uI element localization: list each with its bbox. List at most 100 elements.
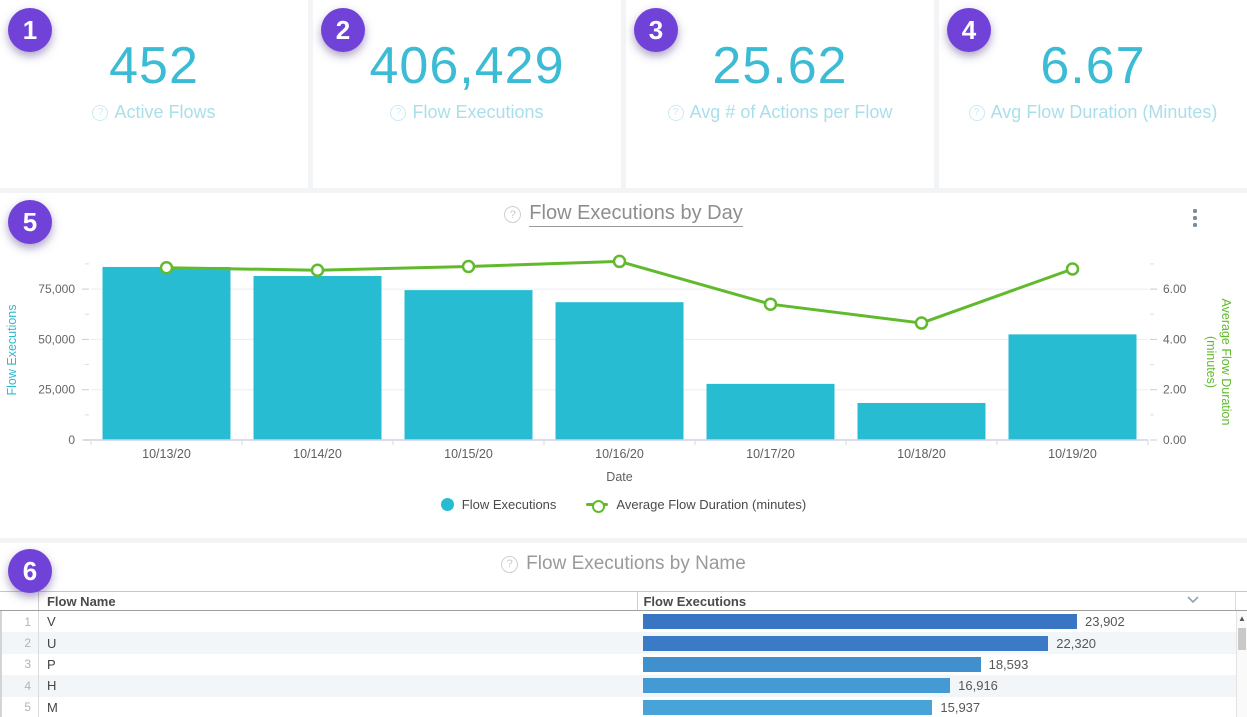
legend-item-avg-duration[interactable]: Average Flow Duration (minutes) <box>586 497 807 513</box>
line-circle-marker-icon <box>586 499 609 513</box>
svg-text:10/16/20: 10/16/20 <box>595 447 644 461</box>
kpi-card-flow-executions: 2 406,429 ? Flow Executions <box>313 0 621 188</box>
legend-label: Flow Executions <box>461 497 557 512</box>
row-index: 1 <box>2 611 39 633</box>
flow-name-cell: V <box>47 614 56 630</box>
help-icon[interactable]: ? <box>501 555 519 573</box>
kpi-card-avg-actions: 3 25.62 ? Avg # of Actions per Flow <box>626 0 934 188</box>
svg-text:6.00: 6.00 <box>1163 282 1187 296</box>
svg-text:25,000: 25,000 <box>38 383 75 397</box>
table-header: Flow Name Flow Executions <box>0 591 1247 611</box>
chevron-down-icon[interactable] <box>1186 595 1200 604</box>
flow-executions-bar[interactable] <box>643 614 1077 630</box>
flow-executions-by-name-card: 6 ? Flow Executions by Name Flow Name Fl… <box>0 543 1247 717</box>
kpi-label: Avg # of Actions per Flow <box>689 102 893 122</box>
scrollbar-thumb[interactable] <box>1238 628 1246 650</box>
flow-executions-value: 22,320 <box>1056 635 1097 651</box>
flow-executions-cell: 23,902 <box>638 614 1236 630</box>
help-icon[interactable]: ? <box>667 104 684 121</box>
row-index-column-header <box>0 592 39 610</box>
table-body: 1 V 23,902 2 U 22,320 3 P <box>0 611 1236 717</box>
svg-text:10/14/20: 10/14/20 <box>293 447 342 461</box>
table-row[interactable]: 4 H 16,916 <box>0 675 1236 697</box>
table-row[interactable]: 5 M 15,937 <box>0 696 1236 717</box>
flow-executions-bar[interactable] <box>643 656 981 672</box>
coach-mark-badge-5: 5 <box>8 200 52 244</box>
row-index: 5 <box>2 696 39 717</box>
flow-executions-by-day-chart[interactable]: 0 25,000 50,000 75,000 0.00 2.00 4.00 6.00 10/13… <box>0 240 1247 490</box>
table-title-row: ? Flow Executions by Name <box>0 553 1247 575</box>
svg-text:10/13/20: 10/13/20 <box>142 447 191 461</box>
kpi-card-active-flows: 1 452 ? Active Flows <box>0 0 308 188</box>
flow-executions-cell: 22,320 <box>638 635 1236 651</box>
svg-text:10/15/20: 10/15/20 <box>444 447 493 461</box>
chart-title-link[interactable]: Flow Executions by Day <box>529 202 743 227</box>
svg-text:0.00: 0.00 <box>1163 433 1187 447</box>
flow-executions-value: 18,593 <box>988 656 1029 672</box>
flow-executions-value: 23,902 <box>1085 614 1125 630</box>
legend-item-flow-executions[interactable]: Flow Executions <box>440 497 557 512</box>
kpi-card-avg-duration: 4 6.67 ? Avg Flow Duration (Minutes) <box>939 0 1247 188</box>
svg-text:Date: Date <box>606 470 632 484</box>
svg-text:Flow Executions: Flow Executions <box>5 304 19 395</box>
coach-mark-badge-3: 3 <box>634 8 678 52</box>
help-icon[interactable]: ? <box>92 104 109 121</box>
row-index: 4 <box>2 675 39 697</box>
kebab-menu-icon[interactable] <box>1190 206 1200 230</box>
flow-executions-bar[interactable] <box>643 635 1049 651</box>
kpi-label: Flow Executions <box>412 102 544 122</box>
table-title: Flow Executions by Name <box>526 553 746 574</box>
flow-executions-bar[interactable] <box>643 678 951 694</box>
coach-mark-badge-4: 4 <box>947 8 991 52</box>
flow-executions-by-day-card: 5 ? Flow Executions by Day 0 25,000 50,000… <box>0 193 1247 538</box>
kpi-label: Avg Flow Duration (Minutes) <box>990 102 1218 122</box>
table-row[interactable]: 2 U 22,320 <box>0 632 1236 654</box>
legend-label: Average Flow Duration (minutes) <box>616 497 807 512</box>
help-icon[interactable]: ? <box>968 104 985 121</box>
svg-text:0: 0 <box>68 433 75 447</box>
header-scrollbar-spacer <box>1235 592 1247 610</box>
kpi-label-row: ? Avg # of Actions per Flow <box>667 102 893 123</box>
kpi-label-row: ? Active Flows <box>92 102 216 123</box>
svg-text:10/18/20: 10/18/20 <box>897 447 946 461</box>
flow-name-cell: H <box>47 678 57 694</box>
flow-executions-bar[interactable] <box>643 699 933 715</box>
kpi-value: 6.67 <box>1040 37 1146 95</box>
flow-name-cell: M <box>47 699 58 715</box>
table-row[interactable]: 1 V 23,902 <box>0 611 1236 633</box>
svg-text:2.00: 2.00 <box>1163 383 1187 397</box>
table-scrollbar[interactable]: ▲ <box>1236 611 1247 717</box>
coach-mark-badge-6: 6 <box>8 549 52 593</box>
flow-executions-value: 15,937 <box>940 699 981 715</box>
svg-text:75,000: 75,000 <box>38 282 75 296</box>
scrollbar-up-icon[interactable]: ▲ <box>1238 614 1246 623</box>
flow-executions-cell: 15,937 <box>638 699 1236 715</box>
coach-mark-badge-2: 2 <box>321 8 365 52</box>
kpi-label-row: ? Flow Executions <box>390 102 544 123</box>
coach-mark-badge-1: 1 <box>8 8 52 52</box>
kpi-row: 1 452 ? Active Flows 2 406,429 ? Flow Ex… <box>0 0 1247 188</box>
flow-executions-cell: 16,916 <box>638 678 1236 694</box>
kpi-label: Active Flows <box>114 102 216 122</box>
flow-executions-cell: 18,593 <box>638 656 1236 672</box>
column-header-flow-executions[interactable]: Flow Executions <box>637 592 1235 610</box>
flow-name-cell: P <box>47 656 56 672</box>
row-index: 3 <box>2 653 39 676</box>
column-header-label: Flow Executions <box>643 593 747 609</box>
svg-text:Average Flow Duration(minutes): Average Flow Duration(minutes) <box>1204 299 1233 426</box>
kpi-label-row: ? Avg Flow Duration (Minutes) <box>968 102 1218 123</box>
kpi-value: 406,429 <box>369 37 565 95</box>
filled-circle-marker-icon <box>440 498 454 511</box>
help-icon[interactable]: ? <box>504 206 522 223</box>
kpi-value: 25.62 <box>712 37 848 95</box>
chart-title-row: ? Flow Executions by Day <box>0 202 1247 227</box>
svg-text:10/19/20: 10/19/20 <box>1048 447 1097 461</box>
kpi-value: 452 <box>109 37 199 95</box>
svg-text:10/17/20: 10/17/20 <box>746 447 795 461</box>
chart-legend: Flow Executions Average Flow Duration (m… <box>0 497 1247 513</box>
flow-executions-value: 16,916 <box>958 678 998 694</box>
help-icon[interactable]: ? <box>390 104 407 121</box>
svg-text:50,000: 50,000 <box>38 332 75 346</box>
column-header-flow-name[interactable]: Flow Name <box>46 593 116 609</box>
table-row[interactable]: 3 P 18,593 <box>0 653 1236 676</box>
